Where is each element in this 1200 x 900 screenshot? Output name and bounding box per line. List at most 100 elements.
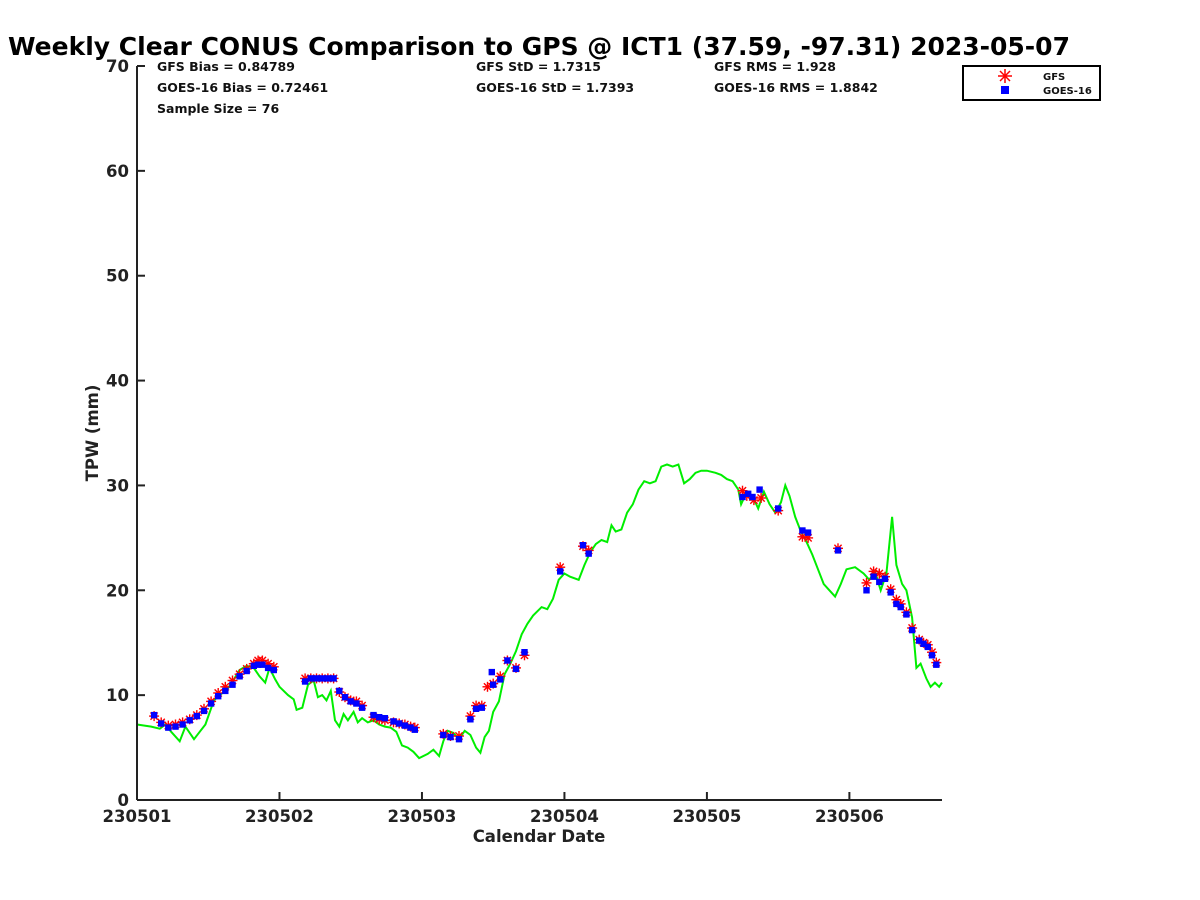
goes-point-69 xyxy=(908,626,916,634)
stat-goes-rms: GOES-16 RMS = 1.8842 xyxy=(714,80,878,95)
goes-point-56 xyxy=(756,486,763,493)
y-tick-label-4: 40 xyxy=(106,372,129,391)
legend-box xyxy=(962,65,1101,101)
goes-point-17 xyxy=(264,664,272,672)
goes-point-46 xyxy=(504,657,511,664)
goes-point-62 xyxy=(870,573,877,580)
goes-point-12 xyxy=(236,673,243,680)
goes-point-20 xyxy=(307,675,314,682)
legend-goes-label: GOES-16 xyxy=(1043,86,1092,97)
goes-point-2 xyxy=(165,724,172,731)
goes-point-14 xyxy=(250,662,257,669)
goes-point-22 xyxy=(319,675,326,682)
goes-point-42 xyxy=(472,705,480,712)
legend-gfs-label: GFS xyxy=(1043,72,1065,83)
goes-point-73 xyxy=(928,652,936,659)
goes-point-41 xyxy=(467,716,474,723)
goes-point-60 xyxy=(834,547,842,554)
goes-point-31 xyxy=(376,714,383,721)
gfs-point-44 xyxy=(482,681,493,692)
stat-goes-std: GOES-16 StD = 1.7393 xyxy=(476,80,634,95)
axes: 0 10 20 30 40 50 60 70 230501 230502 230503 230504 2… xyxy=(103,57,942,826)
goes-point-63 xyxy=(876,578,883,586)
goes-point-61 xyxy=(863,587,870,594)
goes-point-23 xyxy=(324,675,332,682)
goes-point-59 xyxy=(804,529,812,536)
goes-point-47 xyxy=(512,665,520,673)
x-tick-label-3: 230504 xyxy=(530,807,599,826)
goes-point-44 xyxy=(490,681,497,688)
plot-area xyxy=(136,463,943,760)
goes-point-40 xyxy=(455,736,463,743)
goes-point-48 xyxy=(521,649,528,656)
goes-point-66 xyxy=(893,600,900,608)
stat-goes-bias: GOES-16 Bias = 0.72461 xyxy=(157,80,328,95)
goes-point-57 xyxy=(775,505,782,512)
goes-point-26 xyxy=(341,694,349,701)
y-tick-label-6: 60 xyxy=(106,162,129,181)
stats-block: GFS Bias = 0.84789 GFS StD = 1.7315 GFS … xyxy=(157,59,878,116)
goes-point-11 xyxy=(229,681,236,688)
goes-point-6 xyxy=(193,712,200,720)
goes-point-71 xyxy=(920,640,927,647)
goes-point-64 xyxy=(881,575,889,582)
x-tick-label-0: 230501 xyxy=(103,807,172,826)
legend-gfs-marker xyxy=(998,69,1012,83)
goes-point-39 xyxy=(447,733,454,741)
goes-point-37 xyxy=(411,726,418,733)
gfs-point-56 xyxy=(756,493,767,503)
y-tick-label-5: 50 xyxy=(106,267,129,286)
stat-sample-size: Sample Size = 76 xyxy=(157,101,279,116)
goes-point-9 xyxy=(215,693,222,700)
x-tick-label-1: 230502 xyxy=(245,807,314,826)
goes-point-25 xyxy=(336,687,343,695)
goes-point-74 xyxy=(933,661,940,668)
goes-point-32 xyxy=(381,715,389,722)
goes-point-34 xyxy=(396,720,403,727)
goes-point-51 xyxy=(579,542,587,549)
goes-point-70 xyxy=(916,637,923,644)
goes-point-30 xyxy=(370,711,377,719)
y-tick-label-2: 20 xyxy=(106,581,129,600)
goes-point-10 xyxy=(222,687,229,695)
legend: GFS GOES-16 xyxy=(962,65,1101,101)
goes-point-27 xyxy=(347,698,354,705)
y-tick-label-7: 70 xyxy=(106,57,129,76)
goes-point-0 xyxy=(150,711,158,719)
y-axis-label: TPW (mm) xyxy=(83,385,102,482)
goes-point-7 xyxy=(200,707,208,715)
goes-point-58 xyxy=(799,527,806,534)
goes-point-21 xyxy=(313,675,320,682)
y-tick-label-1: 10 xyxy=(106,686,129,705)
goes-point-49 xyxy=(488,668,495,676)
x-tick-label-4: 230505 xyxy=(672,807,741,826)
y-tick-label-0: 0 xyxy=(118,791,129,810)
goes-point-43 xyxy=(478,704,485,711)
goes-point-16 xyxy=(259,661,266,668)
x-tick-label-2: 230503 xyxy=(388,807,457,826)
goes-point-3 xyxy=(172,723,179,730)
goes-point-19 xyxy=(301,678,309,685)
goes-point-18 xyxy=(270,666,277,674)
gfs-point-61 xyxy=(861,577,872,588)
goes-point-45 xyxy=(497,676,504,683)
goes-point-29 xyxy=(358,704,366,711)
goes-point-38 xyxy=(440,731,447,739)
goes-point-15 xyxy=(254,661,262,668)
legend-goes-marker xyxy=(1001,86,1009,94)
y-tick-label-3: 30 xyxy=(106,476,129,495)
goes-point-72 xyxy=(924,643,931,651)
goes-point-13 xyxy=(243,667,250,675)
goes-point-8 xyxy=(207,700,215,707)
goes-point-4 xyxy=(179,721,186,728)
goes-point-67 xyxy=(897,603,904,611)
goes-point-53 xyxy=(739,493,746,501)
goes-point-24 xyxy=(330,675,337,682)
x-tick-label-5: 230506 xyxy=(815,807,884,826)
goes-point-50 xyxy=(557,568,564,575)
goes-point-68 xyxy=(903,611,910,618)
series-line-2 xyxy=(136,463,943,760)
goes-point-35 xyxy=(401,722,409,729)
goes-point-1 xyxy=(158,720,165,727)
